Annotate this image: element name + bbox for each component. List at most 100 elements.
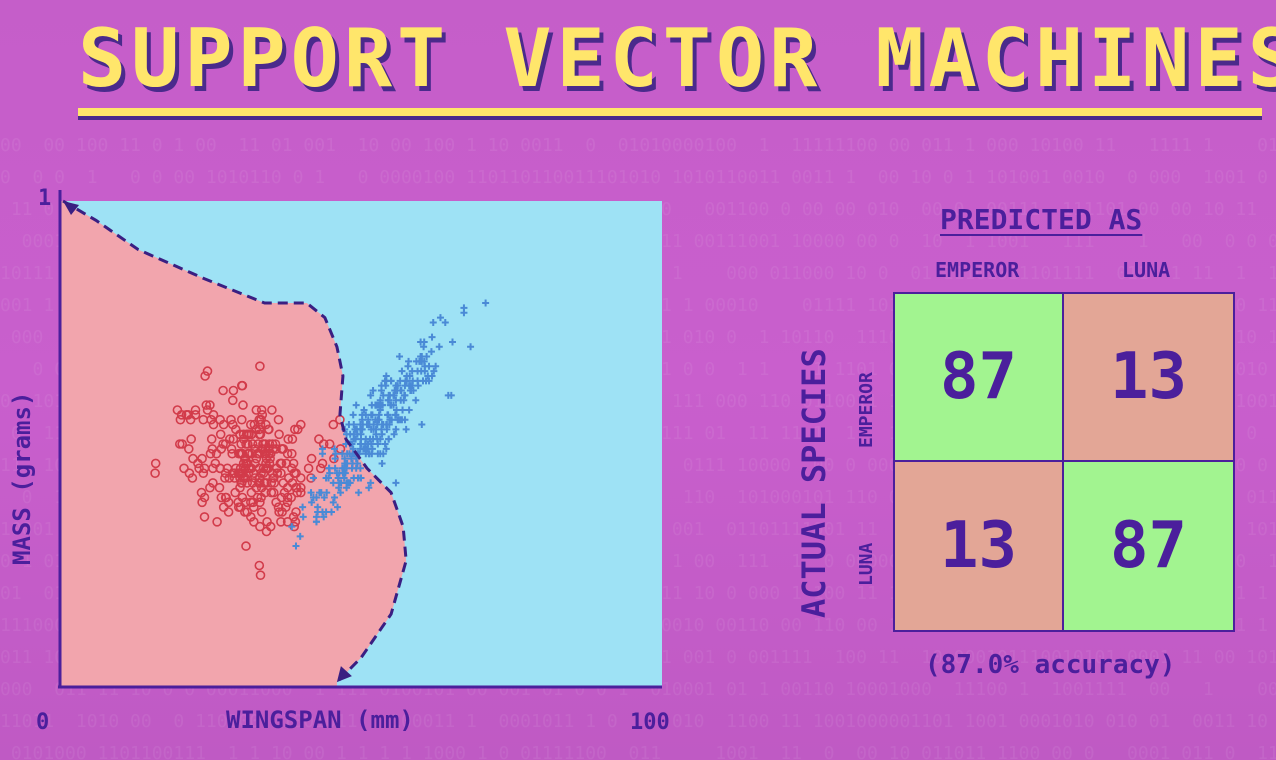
luna-point	[375, 411, 383, 419]
emperor-point	[263, 424, 274, 435]
luna-point	[348, 464, 356, 472]
luna-point	[362, 435, 370, 443]
luna-point	[385, 435, 393, 443]
emperor-point	[273, 414, 284, 425]
emperor-point	[220, 473, 230, 483]
emperor-point	[218, 502, 229, 513]
luna-point	[299, 503, 307, 511]
luna-point	[400, 396, 408, 404]
luna-point	[409, 387, 417, 395]
emperor-point	[235, 473, 245, 483]
emperor-point	[208, 463, 218, 474]
luna-point	[355, 489, 363, 497]
emperor-point	[177, 439, 187, 449]
emperor-point	[207, 444, 218, 454]
luna-point	[397, 387, 405, 395]
emperor-point	[183, 409, 193, 420]
luna-point	[331, 464, 339, 472]
scatter-plot	[58, 190, 662, 689]
emperor-point	[150, 468, 160, 479]
emperor-point	[190, 405, 201, 415]
emperor-point	[256, 492, 266, 503]
emperor-point	[202, 366, 213, 376]
luna-point	[414, 367, 422, 375]
emperor-point	[194, 463, 204, 474]
luna-point	[358, 411, 366, 419]
luna-point	[360, 406, 368, 414]
luna-point	[331, 493, 339, 501]
emperor-point	[289, 468, 300, 479]
luna-point	[318, 508, 326, 516]
luna-point	[352, 401, 360, 409]
luna-point	[404, 362, 412, 370]
emperor-point	[266, 487, 277, 498]
emperor-point	[240, 497, 251, 508]
emperor-point	[256, 507, 267, 517]
luna-point	[392, 396, 400, 404]
luna-point	[390, 430, 398, 438]
luna-point	[396, 377, 404, 385]
emperor-point	[253, 478, 264, 488]
emperor-point	[286, 463, 297, 474]
luna-point	[432, 362, 440, 370]
luna-point	[425, 377, 433, 385]
emperor-point	[276, 492, 287, 503]
luna-point	[417, 357, 425, 365]
emperor-point	[303, 463, 314, 474]
predicted-as-header: PREDICTED AS	[940, 203, 1143, 236]
luna-point	[373, 421, 381, 429]
emperor-point	[266, 478, 277, 488]
emperor-point	[197, 453, 207, 464]
luna-point	[323, 489, 331, 497]
emperor-point	[291, 482, 302, 493]
emperor-point	[306, 453, 317, 464]
emperor-point	[198, 414, 209, 425]
luna-point	[369, 387, 377, 395]
emperor-point	[230, 487, 240, 498]
emperor-point	[295, 473, 306, 483]
emperor-point	[264, 439, 275, 449]
luna-point	[418, 421, 426, 429]
luna-point	[382, 372, 390, 380]
emperor-point	[246, 497, 256, 508]
luna-point	[377, 387, 385, 395]
luna-point	[392, 425, 400, 433]
luna-point	[405, 406, 413, 414]
luna-point	[406, 372, 414, 380]
emperor-point	[256, 482, 267, 493]
emperor-point	[251, 405, 262, 415]
luna-point	[308, 498, 316, 506]
luna-point	[430, 367, 438, 375]
luna-point	[318, 445, 326, 453]
row-label-luna: LUNA	[856, 542, 877, 586]
luna-point	[402, 377, 410, 385]
emperor-point	[242, 507, 252, 517]
x-axis-title: WINGSPAN (mm)	[226, 706, 414, 734]
emperor-point	[276, 516, 286, 527]
emperor-point	[250, 444, 260, 454]
luna-point	[392, 479, 400, 487]
emperor-point	[261, 453, 272, 464]
emperor-point	[240, 453, 251, 464]
accuracy-caption: (87.0% accuracy)	[925, 650, 1176, 680]
emperor-point	[256, 414, 266, 425]
luna-point	[309, 474, 317, 482]
luna-point	[335, 469, 343, 477]
title-underline	[78, 108, 1262, 116]
emperor-point	[228, 395, 238, 406]
emperor-point	[205, 482, 215, 493]
emperor-point	[259, 478, 270, 488]
emperor-point	[261, 463, 272, 474]
luna-point	[337, 479, 345, 487]
luna-point	[423, 353, 431, 361]
luna-point	[424, 372, 432, 380]
luna-point	[392, 382, 400, 390]
emperor-point	[254, 424, 265, 435]
emperor-point	[233, 497, 243, 508]
luna-point	[391, 411, 399, 419]
luna-point	[357, 474, 365, 482]
emperor-point	[223, 497, 234, 508]
emperor-point	[271, 463, 282, 474]
emperor-point	[291, 507, 301, 517]
emperor-point	[223, 507, 234, 517]
